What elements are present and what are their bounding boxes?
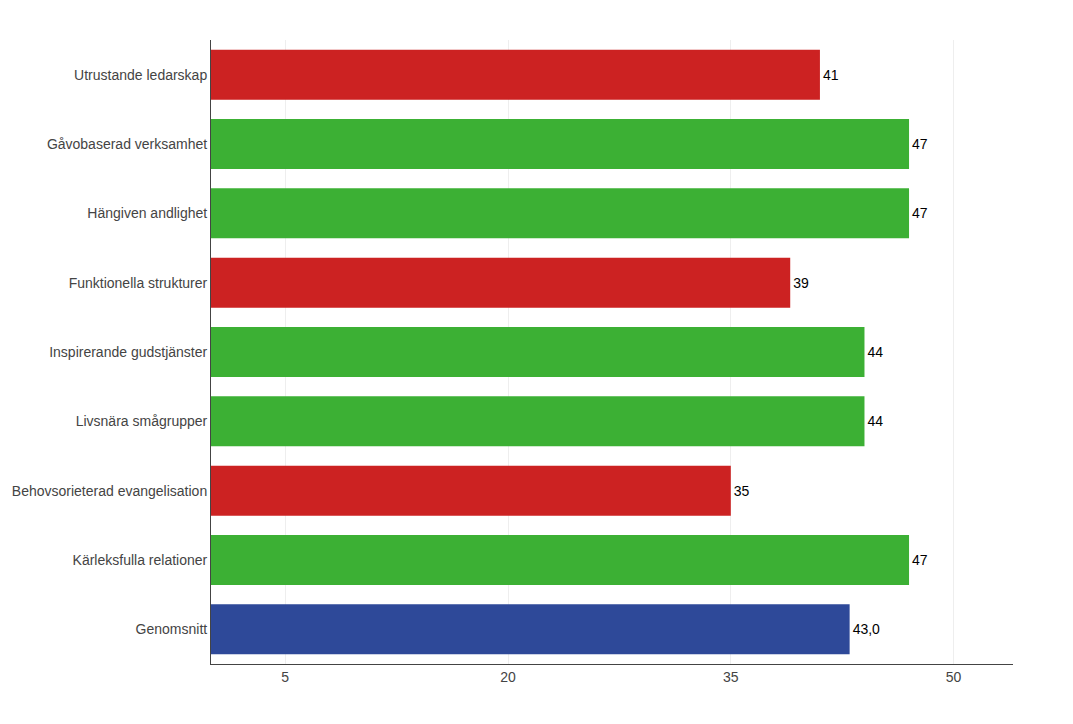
- svg-text:43,0: 43,0: [853, 621, 880, 637]
- svg-text:39: 39: [793, 275, 809, 291]
- svg-text:50: 50: [946, 669, 962, 685]
- svg-text:41: 41: [823, 67, 839, 83]
- svg-text:Genomsnitt: Genomsnitt: [136, 621, 208, 637]
- svg-text:47: 47: [912, 552, 928, 568]
- svg-text:Gåvobaserad verksamhet: Gåvobaserad verksamhet: [47, 136, 207, 152]
- svg-text:Behovsorieterad evangelisation: Behovsorieterad evangelisation: [12, 483, 207, 499]
- svg-text:47: 47: [912, 136, 928, 152]
- svg-text:Hängiven andlighet: Hängiven andlighet: [87, 205, 207, 221]
- svg-text:20: 20: [500, 669, 516, 685]
- svg-text:35: 35: [723, 669, 739, 685]
- svg-text:Funktionella strukturer: Funktionella strukturer: [69, 275, 208, 291]
- svg-text:Inspirerande gudstjänster: Inspirerande gudstjänster: [49, 344, 207, 360]
- svg-text:47: 47: [912, 205, 928, 221]
- svg-text:Livsnära smågrupper: Livsnära smågrupper: [76, 413, 208, 429]
- svg-text:44: 44: [867, 413, 883, 429]
- svg-text:5: 5: [281, 669, 289, 685]
- svg-text:Kärleksfulla relationer: Kärleksfulla relationer: [73, 552, 208, 568]
- svg-text:35: 35: [734, 483, 750, 499]
- svg-text:44: 44: [867, 344, 883, 360]
- svg-text:Utrustande ledarskap: Utrustande ledarskap: [74, 67, 207, 83]
